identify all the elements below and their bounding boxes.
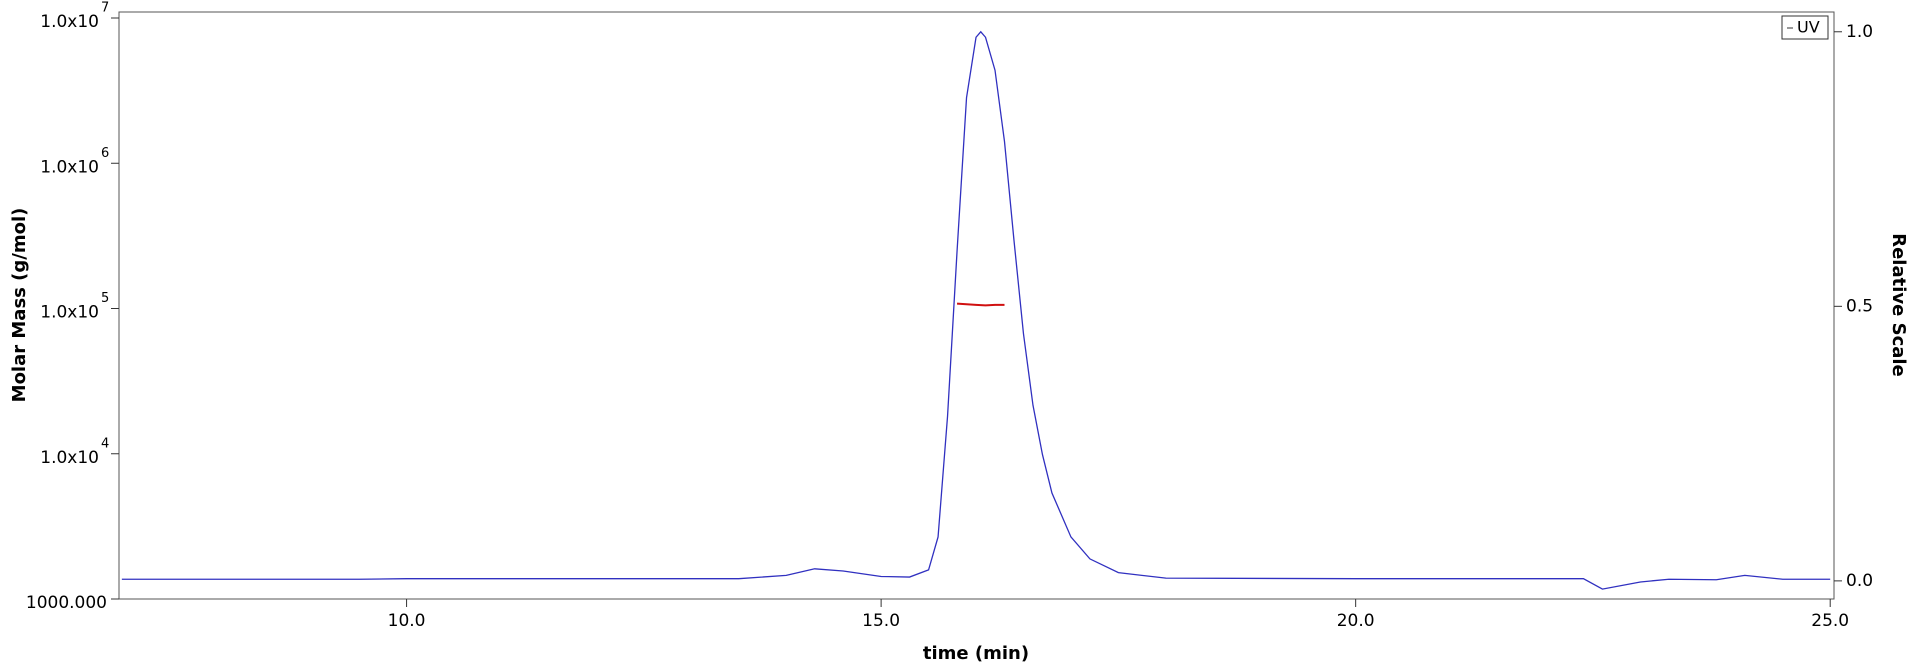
y2-tick-label: 0.0 <box>1846 571 1873 591</box>
y-tick-label: 1.0x10 <box>40 448 99 468</box>
x-tick-label: 20.0 <box>1337 611 1375 631</box>
series-line <box>956 302 1005 307</box>
legend-box <box>1781 15 1829 40</box>
y-tick-exponent: 6 <box>101 146 109 161</box>
y-tick-exponent: 7 <box>101 1 109 16</box>
y2-axis-label: Relative Scale <box>1888 233 1909 377</box>
y-tick-exponent: 5 <box>101 291 109 306</box>
y-tick-label: 1000.000 <box>26 593 107 613</box>
x-axis-label: time (min) <box>923 643 1029 664</box>
y2-tick-label: 1.0 <box>1846 22 1873 42</box>
series-line <box>121 30 1831 590</box>
y-tick-label: 1.0x10 <box>40 303 99 323</box>
y-tick-label: 1.0x10 <box>40 157 99 177</box>
x-tick-label: 10.0 <box>388 611 426 631</box>
x-tick-label: 15.0 <box>862 611 900 631</box>
y2-tick-label: 0.5 <box>1846 296 1873 316</box>
y-tick-exponent: 4 <box>101 436 109 451</box>
y-axis-label: Molar Mass (g/mol) <box>9 208 30 403</box>
x-tick-label: 25.0 <box>1811 611 1849 631</box>
y-tick-label: 1.0x10 <box>40 12 99 32</box>
legend-label: UV <box>1797 18 1820 37</box>
plot-frame <box>118 11 1835 600</box>
